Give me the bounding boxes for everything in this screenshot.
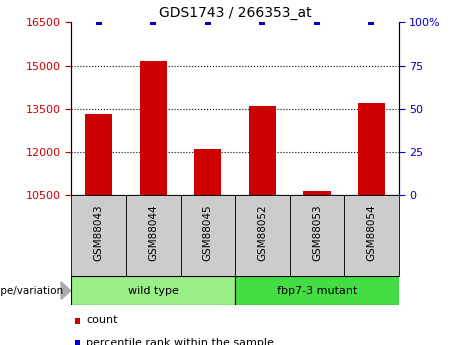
Bar <box>75 340 79 345</box>
Bar <box>140 61 167 195</box>
Polygon shape <box>61 282 71 299</box>
Text: wild type: wild type <box>128 286 179 296</box>
Bar <box>235 276 399 305</box>
Bar <box>71 195 126 276</box>
Text: GSM88054: GSM88054 <box>366 205 377 261</box>
Text: fbp7-3 mutant: fbp7-3 mutant <box>277 286 357 296</box>
Bar <box>290 195 344 276</box>
Bar <box>194 149 221 195</box>
Text: GSM88045: GSM88045 <box>203 205 213 261</box>
Text: GSM88044: GSM88044 <box>148 205 158 261</box>
Bar <box>71 276 235 305</box>
Text: count: count <box>86 315 118 325</box>
Text: GSM88053: GSM88053 <box>312 205 322 261</box>
Bar <box>75 318 79 324</box>
Bar <box>85 115 112 195</box>
Text: GSM88052: GSM88052 <box>257 205 267 261</box>
Bar <box>344 195 399 276</box>
Text: genotype/variation: genotype/variation <box>0 286 67 296</box>
Bar <box>181 195 235 276</box>
Bar <box>358 103 385 195</box>
Bar <box>235 195 290 276</box>
Title: GDS1743 / 266353_at: GDS1743 / 266353_at <box>159 6 312 20</box>
Bar <box>126 195 181 276</box>
Bar <box>303 191 331 195</box>
Bar <box>249 106 276 195</box>
Text: GSM88043: GSM88043 <box>94 205 104 261</box>
Text: percentile rank within the sample: percentile rank within the sample <box>86 337 274 345</box>
